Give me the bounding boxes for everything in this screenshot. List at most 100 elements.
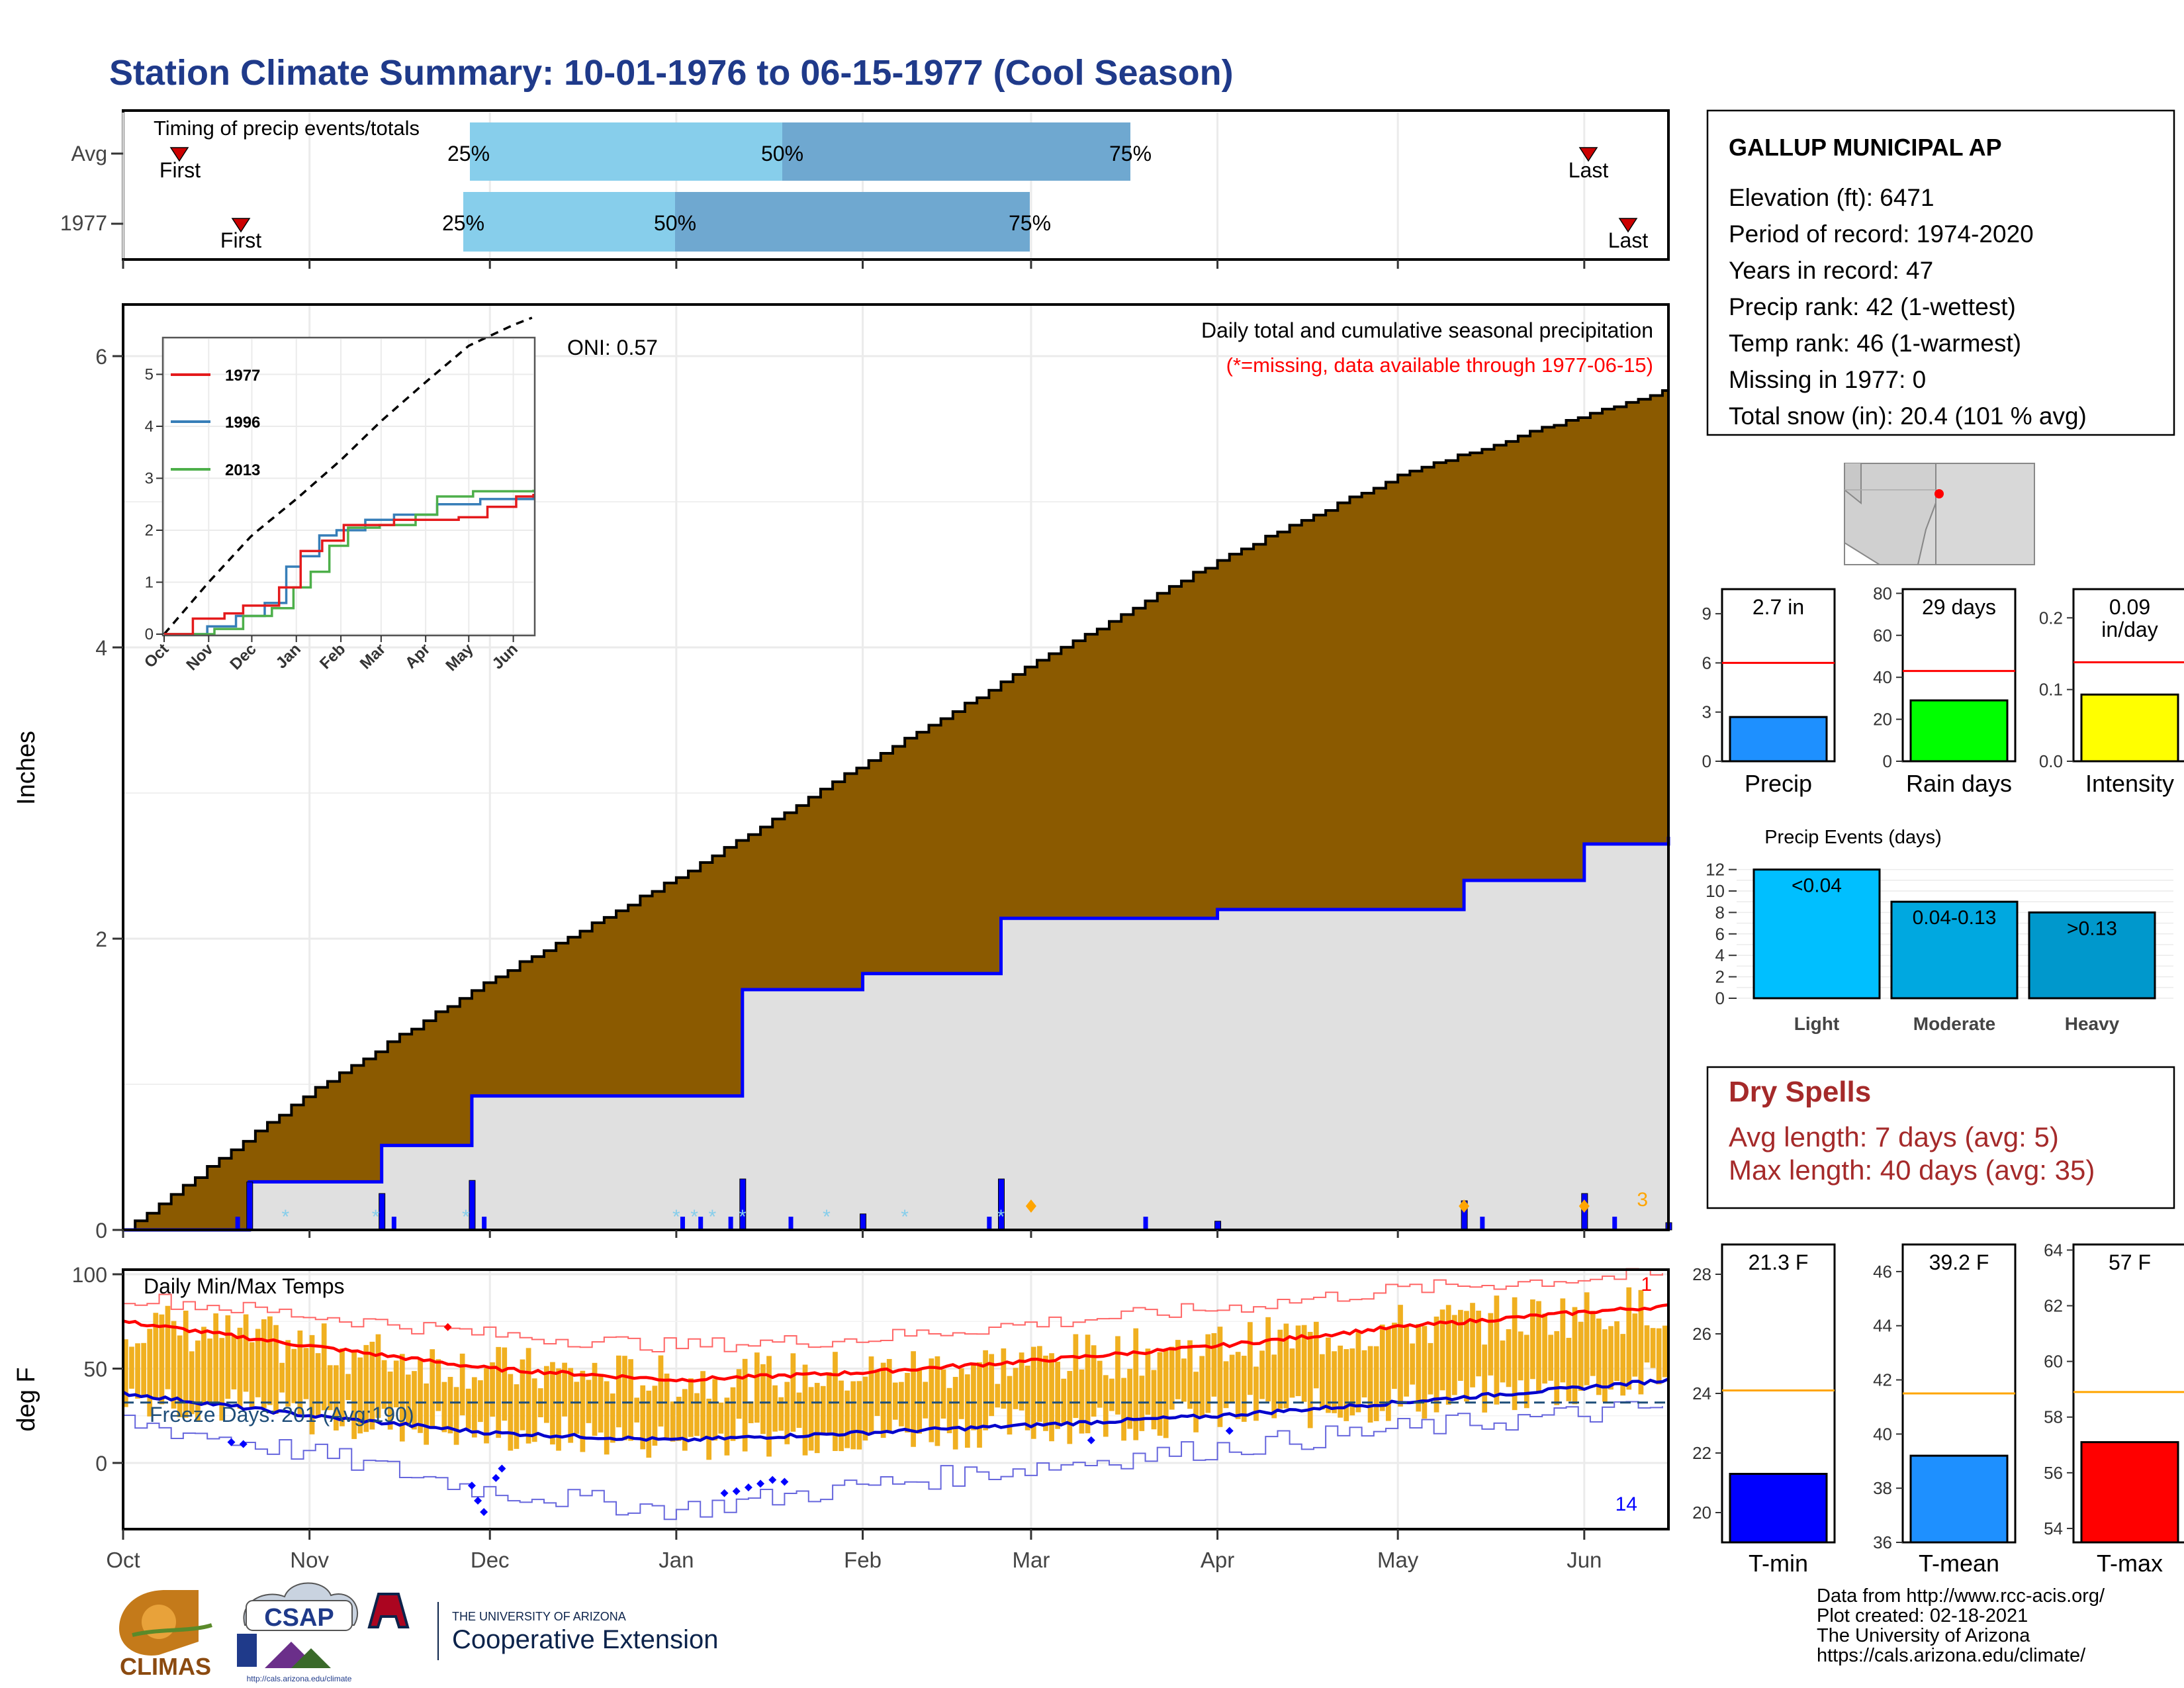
temp-bar — [345, 1374, 351, 1401]
temp-bar — [1572, 1307, 1578, 1405]
mini-ytick-label: 20 — [1692, 1503, 1711, 1523]
temp-panel: 0 50 100 Daily Min/Max Temps Freeze Days: … — [13, 1230, 1670, 1572]
record-max-line — [123, 1268, 1663, 1353]
temp-bar — [1536, 1301, 1541, 1393]
footer-line-2: Plot created: 02-18-2021 — [1817, 1605, 2028, 1626]
temp-ytick-label: 100 — [72, 1263, 107, 1287]
mini-ytick-label: 28 — [1692, 1264, 1711, 1284]
precip-event-bar — [2028, 911, 2156, 1000]
station-location-dot — [1934, 489, 1944, 498]
record-min-line — [123, 1401, 1663, 1521]
temp-bar — [496, 1346, 502, 1438]
temp-bar — [1079, 1369, 1085, 1434]
daily-precip-bar — [860, 1213, 867, 1231]
temp-bar — [772, 1385, 778, 1432]
temp-bar — [1500, 1340, 1506, 1383]
yr-bar-50-75 — [675, 192, 1030, 252]
precip-event-bar — [1752, 868, 1881, 1000]
month-label: Dec — [471, 1548, 510, 1572]
daily-precip-bar — [469, 1180, 476, 1231]
inset-ytick-label: 2 — [145, 522, 154, 539]
temp-bar — [652, 1385, 658, 1446]
temp-bar — [766, 1356, 772, 1457]
temp-bar — [940, 1369, 946, 1419]
temp-bar — [1259, 1350, 1265, 1399]
precip-event-category: Moderate — [1913, 1013, 1995, 1034]
temp-bar — [1067, 1371, 1073, 1444]
page-title: Station Climate Summary: 10-01-1976 to 0… — [109, 53, 1234, 93]
temp-bar — [165, 1305, 171, 1389]
mini-ytick-label: 38 — [1873, 1478, 1892, 1498]
precip-event-ytick: 2 — [1715, 967, 1725, 987]
mini-ytick-label: 20 — [1873, 710, 1892, 729]
temp-bar — [309, 1335, 315, 1434]
inset-ytick-label: 4 — [145, 418, 154, 436]
temp-bar — [1019, 1352, 1024, 1411]
mini-ytick-label: 0 — [1702, 751, 1711, 771]
mini-value-bar — [1729, 716, 1828, 763]
temp-count-max: 1 — [1641, 1274, 1652, 1295]
temp-bar — [484, 1368, 489, 1444]
temp-bar — [1235, 1352, 1241, 1419]
mini-axis-label: Rain days — [1906, 770, 2012, 797]
temp-bar — [754, 1352, 760, 1423]
temp-bar — [1662, 1325, 1668, 1378]
snow-markers: * * * * * * * * * * — [281, 1199, 1590, 1228]
mini-ytick-label: 22 — [1692, 1443, 1711, 1463]
mini-ytick-label: 64 — [2044, 1240, 2063, 1260]
record-min-marker — [227, 1438, 236, 1446]
temp-bar — [1332, 1351, 1337, 1413]
temp-bar — [1349, 1348, 1355, 1416]
station-snow: Total snow (in): 20.4 (101 % avg) — [1729, 402, 2087, 430]
temp-bar — [1404, 1326, 1409, 1397]
record-min-marker — [480, 1508, 488, 1517]
temp-bar — [1644, 1325, 1650, 1363]
temp-bar — [977, 1362, 982, 1448]
mini-value-label: 21.3 F — [1749, 1250, 1809, 1274]
temp-bar — [1392, 1323, 1397, 1389]
precip-event-ytick: 10 — [1706, 881, 1725, 901]
temp-bar — [833, 1352, 838, 1451]
mini-value-label: 2.7 in — [1752, 595, 1804, 619]
temp-bar — [1043, 1355, 1048, 1431]
temp-bar — [219, 1338, 225, 1421]
mini-value-bar — [1909, 699, 2009, 763]
temp-bar — [1602, 1329, 1608, 1402]
avg-50-label: 50% — [761, 142, 803, 165]
temp-bar — [531, 1378, 537, 1442]
temp-bar — [886, 1358, 892, 1433]
temp-bar — [1248, 1322, 1253, 1395]
temp-bar — [989, 1354, 995, 1417]
temp-bar — [616, 1355, 621, 1428]
temp-bar — [929, 1358, 934, 1442]
precip-events-chart: Precip Events (days) <0.04 Light 0.04-0.13… — [1706, 827, 2173, 1034]
yr-75-label: 75% — [1009, 211, 1051, 235]
record-markers — [227, 1323, 1234, 1517]
precip-note: (*=missing, data available through 1977-… — [1226, 353, 1653, 377]
mini-value-bar — [2080, 1441, 2179, 1544]
yr-last-marker — [1618, 218, 1638, 233]
oni-label: ONI: 0.57 — [567, 336, 658, 359]
record-min-marker — [474, 1497, 482, 1505]
temp-bar — [964, 1374, 970, 1448]
daily-precip-bar — [788, 1217, 794, 1230]
temp-bar — [628, 1359, 633, 1441]
record-min-marker — [768, 1476, 777, 1484]
temp-bar — [778, 1397, 784, 1431]
temp-bar — [1157, 1352, 1163, 1436]
precip-event-ytick: 4 — [1715, 945, 1725, 965]
temp-bar — [640, 1385, 646, 1450]
temp-bar — [1115, 1336, 1120, 1415]
mini-ytick-label: 0.0 — [2039, 751, 2063, 771]
temp-bar — [1343, 1349, 1349, 1421]
temp-bar — [1379, 1325, 1385, 1411]
temp-bar — [297, 1330, 303, 1415]
legend-2013: 2013 — [225, 461, 260, 479]
temp-bar — [1428, 1342, 1433, 1395]
mini-ytick-label: 46 — [1873, 1262, 1892, 1282]
precip-ylabel: Inches — [13, 731, 40, 805]
temp-bar — [412, 1371, 417, 1430]
temp-bar — [1584, 1292, 1590, 1385]
temp-bar — [267, 1316, 273, 1405]
